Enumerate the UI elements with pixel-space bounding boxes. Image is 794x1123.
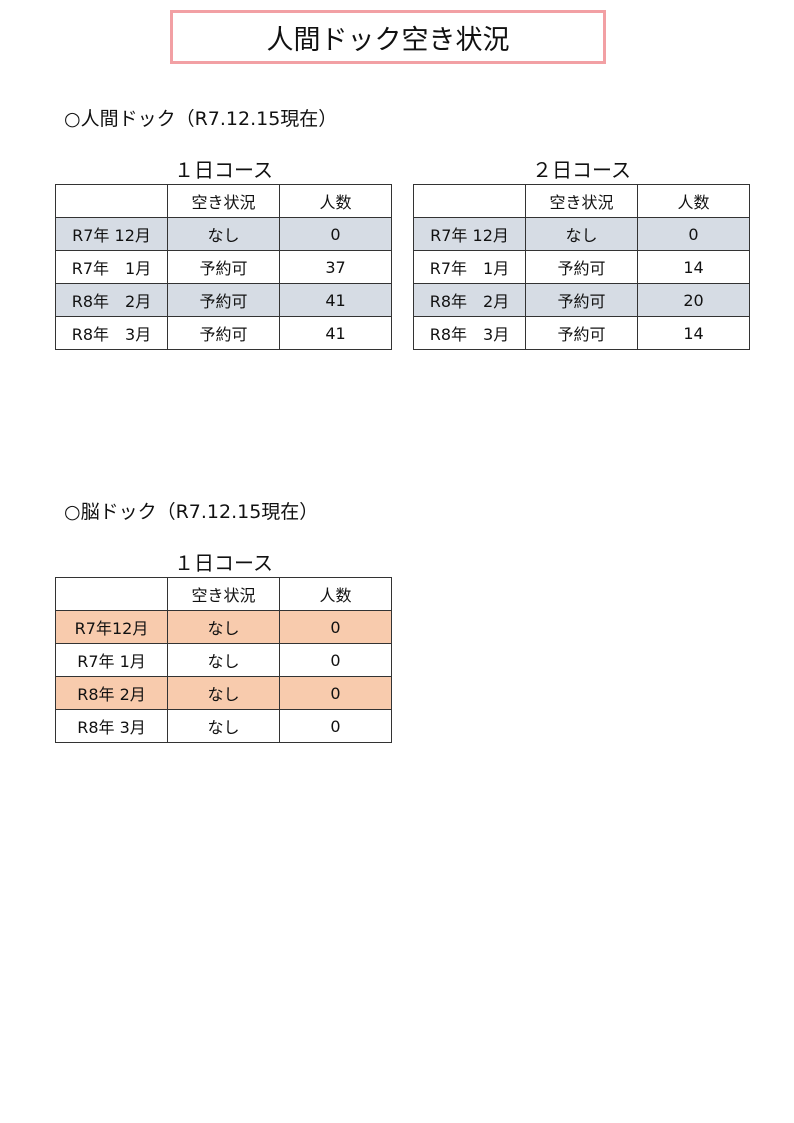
month-cell: R8年 2月: [413, 283, 526, 317]
header-cell: [55, 577, 168, 611]
table-row: R7年 12月 なし 0: [413, 217, 750, 251]
table-row: R8年 3月 予約可 41: [55, 316, 392, 350]
status-cell: 予約可: [167, 250, 280, 284]
table-row: R7年 12月 なし 0: [55, 217, 392, 251]
course-title: ２日コース: [532, 158, 631, 182]
table-row: R8年 2月 予約可 41: [55, 283, 392, 317]
section-heading-brain-dock: ○脳ドック（R7.12.15現在）: [64, 501, 319, 523]
count-cell: 0: [279, 217, 392, 251]
month-cell: R7年12月: [55, 610, 168, 644]
month-cell: R8年 2月: [55, 283, 168, 317]
count-cell: 20: [637, 283, 750, 317]
availability-table: 空き状況 人数 R7年12月 なし 0 R7年 1月 なし 0 R8年 2月 なし 0 R8年 3月な…: [55, 577, 392, 743]
table-row: R7年12月 なし 0: [55, 610, 392, 644]
table-header: 空き状況 人数: [55, 184, 392, 218]
count-cell: 0: [637, 217, 750, 251]
header-cell: 空き状況: [525, 184, 638, 218]
header-cell: 空き状況: [167, 184, 280, 218]
status-cell: なし: [167, 610, 280, 644]
month-cell: R7年 1月: [413, 250, 526, 284]
page-title: 人間ドック空き状況: [170, 10, 606, 64]
table-row: R8年 2月 なし 0: [55, 676, 392, 710]
header-cell: 人数: [279, 184, 392, 218]
month-cell: R7年 12月: [413, 217, 526, 251]
table-row: R8年 3月 予約可 14: [413, 316, 750, 350]
availability-table: 空き状況 人数 R7年 12月 なし 0 R7年 1月 予約可 37 R8年 2月 予約可 41 R8…: [55, 184, 392, 350]
month-cell: R8年 3月: [413, 316, 526, 350]
status-cell: 予約可: [525, 250, 638, 284]
count-cell: 41: [279, 316, 392, 350]
month-cell: R7年 1月: [55, 643, 168, 677]
status-cell: なし: [167, 217, 280, 251]
table-row: R8年 2月 予約可 20: [413, 283, 750, 317]
month-cell: R7年 12月: [55, 217, 168, 251]
count-cell: 41: [279, 283, 392, 317]
month-cell: R8年 2月: [55, 676, 168, 710]
availability-table: 空き状況 人数 R7年 12月 なし 0 R7年 1月 予約可 14 R8年 2月 予約可 20 R8…: [413, 184, 750, 350]
status-cell: 予約可: [167, 283, 280, 317]
status-cell: なし: [167, 709, 280, 743]
status-cell: なし: [167, 676, 280, 710]
status-cell: 予約可: [525, 283, 638, 317]
count-cell: 0: [279, 643, 392, 677]
month-cell: R7年 1月: [55, 250, 168, 284]
count-cell: 14: [637, 250, 750, 284]
table-row: R8年 3月 なし 0: [55, 709, 392, 743]
count-cell: 0: [279, 610, 392, 644]
count-cell: 0: [279, 676, 392, 710]
status-cell: 予約可: [525, 316, 638, 350]
course-title: １日コース: [174, 551, 273, 575]
month-cell: R8年 3月: [55, 709, 168, 743]
course-title: １日コース: [174, 158, 273, 182]
status-cell: なし: [167, 643, 280, 677]
count-cell: 14: [637, 316, 750, 350]
status-cell: なし: [525, 217, 638, 251]
header-cell: 人数: [637, 184, 750, 218]
table-row: R7年 1月 なし 0: [55, 643, 392, 677]
count-cell: 37: [279, 250, 392, 284]
header-cell: [413, 184, 526, 218]
section-heading-ningen-dock: ○人間ドック（R7.12.15現在）: [64, 108, 338, 130]
month-cell: R8年 3月: [55, 316, 168, 350]
status-cell: 予約可: [167, 316, 280, 350]
header-cell: [55, 184, 168, 218]
table-header: 空き状況 人数: [55, 577, 392, 611]
count-cell: 0: [279, 709, 392, 743]
header-cell: 人数: [279, 577, 392, 611]
table-row: R7年 1月 予約可 14: [413, 250, 750, 284]
table-row: R7年 1月 予約可 37: [55, 250, 392, 284]
header-cell: 空き状況: [167, 577, 280, 611]
table-header: 空き状況 人数: [413, 184, 750, 218]
